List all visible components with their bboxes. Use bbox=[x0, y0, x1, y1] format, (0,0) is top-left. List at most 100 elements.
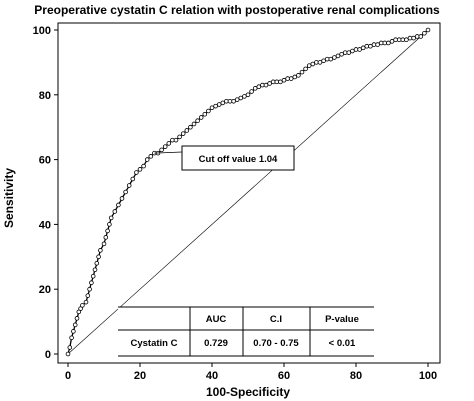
roc-point bbox=[65, 351, 71, 357]
roc-point bbox=[107, 222, 112, 227]
roc-point bbox=[134, 170, 139, 175]
roc-point bbox=[144, 157, 150, 162]
roc-point bbox=[220, 100, 226, 106]
roc-point bbox=[206, 108, 211, 114]
roc-point bbox=[180, 131, 186, 136]
y-tick-label: 40 bbox=[39, 219, 51, 231]
roc-point bbox=[339, 51, 344, 57]
roc-point bbox=[74, 316, 80, 321]
roc-point bbox=[357, 47, 362, 52]
roc-point bbox=[71, 329, 76, 334]
cutoff-callout-line bbox=[154, 151, 183, 154]
roc-point bbox=[90, 273, 96, 279]
roc-point bbox=[242, 94, 247, 99]
roc-point bbox=[80, 303, 85, 308]
roc-point bbox=[332, 55, 337, 60]
roc-point bbox=[202, 111, 208, 117]
roc-point bbox=[177, 134, 182, 140]
roc-point bbox=[299, 69, 305, 75]
roc-point bbox=[213, 103, 218, 109]
roc-point bbox=[368, 43, 373, 49]
roc-point bbox=[96, 254, 101, 260]
roc-point bbox=[238, 95, 244, 101]
roc-point bbox=[184, 128, 190, 133]
x-axis-label: 100-Specificity bbox=[206, 385, 290, 399]
roc-point bbox=[321, 58, 326, 64]
roc-point bbox=[119, 196, 125, 201]
roc-point bbox=[130, 176, 136, 182]
roc-point bbox=[350, 48, 355, 54]
y-tick-label: 100 bbox=[33, 25, 51, 37]
roc-point bbox=[98, 248, 103, 253]
roc-point bbox=[67, 345, 73, 350]
roc-point bbox=[103, 235, 109, 240]
y-tick-label: 0 bbox=[45, 349, 51, 361]
roc-point bbox=[92, 267, 98, 273]
cutoff-callout-box bbox=[181, 145, 295, 171]
roc-point bbox=[335, 53, 341, 59]
roc-point bbox=[389, 39, 395, 44]
roc-point bbox=[89, 280, 94, 286]
table-cell-pvalue: < 0.01 bbox=[329, 338, 356, 349]
roc-point bbox=[278, 79, 283, 85]
table-header-ci: C.I bbox=[270, 314, 282, 325]
roc-point bbox=[404, 37, 409, 43]
reference-diagonal-line bbox=[67, 29, 429, 355]
x-tick-label: 20 bbox=[134, 370, 146, 382]
y-tick-label: 20 bbox=[39, 284, 51, 296]
y-tick-label: 80 bbox=[39, 90, 51, 102]
roc-point bbox=[263, 82, 269, 88]
cutoff-annotation: Cut off value 1.04 bbox=[154, 145, 295, 171]
table-cell-marker: Cystatin C bbox=[131, 338, 178, 349]
table-header-auc: AUC bbox=[206, 314, 227, 325]
roc-point bbox=[360, 45, 366, 51]
roc-point bbox=[425, 27, 431, 33]
y-tick-label: 60 bbox=[39, 155, 51, 167]
roc-point bbox=[116, 202, 121, 208]
x-axis: 0 20 40 60 80 100 bbox=[65, 363, 437, 382]
table-cell-auc: 0.729 bbox=[204, 338, 228, 349]
x-tick-label: 60 bbox=[278, 370, 290, 382]
roc-point bbox=[101, 241, 107, 247]
x-tick-label: 100 bbox=[419, 370, 437, 382]
table-cell-ci: 0.70 - 0.75 bbox=[253, 338, 299, 349]
roc-point bbox=[292, 74, 298, 80]
roc-point bbox=[69, 335, 74, 341]
roc-point bbox=[249, 89, 254, 94]
roc-point bbox=[188, 124, 193, 130]
roc-point bbox=[72, 322, 78, 328]
roc-point bbox=[148, 154, 154, 159]
roc-point bbox=[137, 167, 143, 172]
roc-point bbox=[87, 286, 92, 292]
roc-point bbox=[123, 189, 128, 195]
roc-point bbox=[346, 50, 352, 55]
roc-point bbox=[256, 84, 262, 89]
roc-point bbox=[288, 76, 294, 81]
roc-point bbox=[159, 147, 164, 153]
roc-point bbox=[191, 121, 197, 127]
roc-point bbox=[296, 73, 301, 78]
roc-point bbox=[216, 102, 222, 107]
roc-point bbox=[94, 260, 100, 266]
y-axis: 0 20 40 60 80 100 bbox=[33, 25, 58, 361]
roc-point bbox=[245, 92, 251, 98]
x-tick-label: 40 bbox=[206, 370, 218, 382]
roc-point bbox=[85, 293, 91, 298]
x-tick-label: 80 bbox=[350, 370, 362, 382]
roc-point bbox=[310, 61, 316, 67]
roc-point bbox=[234, 97, 240, 102]
table-header-pvalue: P-value bbox=[325, 314, 359, 325]
roc-point bbox=[112, 209, 118, 214]
roc-point bbox=[105, 228, 110, 234]
roc-point bbox=[195, 118, 200, 124]
roc-point bbox=[252, 86, 258, 91]
y-axis-label: Sensitivity bbox=[2, 168, 16, 228]
roc-point bbox=[267, 81, 272, 86]
roc-point bbox=[209, 105, 215, 111]
roc-point bbox=[328, 56, 334, 62]
roc-point bbox=[141, 163, 146, 169]
chart-title: Preoperative cystatin C relation with po… bbox=[34, 3, 440, 17]
roc-point bbox=[375, 42, 380, 47]
roc-point bbox=[166, 141, 172, 146]
